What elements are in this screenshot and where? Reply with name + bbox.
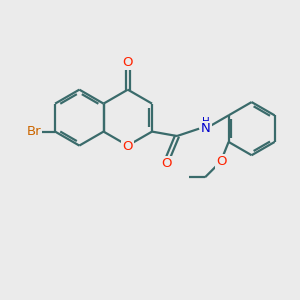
Text: O: O: [122, 56, 133, 69]
Text: O: O: [122, 140, 133, 153]
Text: Br: Br: [27, 125, 41, 138]
Text: N: N: [201, 122, 211, 135]
Text: O: O: [161, 157, 172, 169]
Text: H: H: [202, 117, 209, 127]
Text: O: O: [216, 154, 226, 168]
